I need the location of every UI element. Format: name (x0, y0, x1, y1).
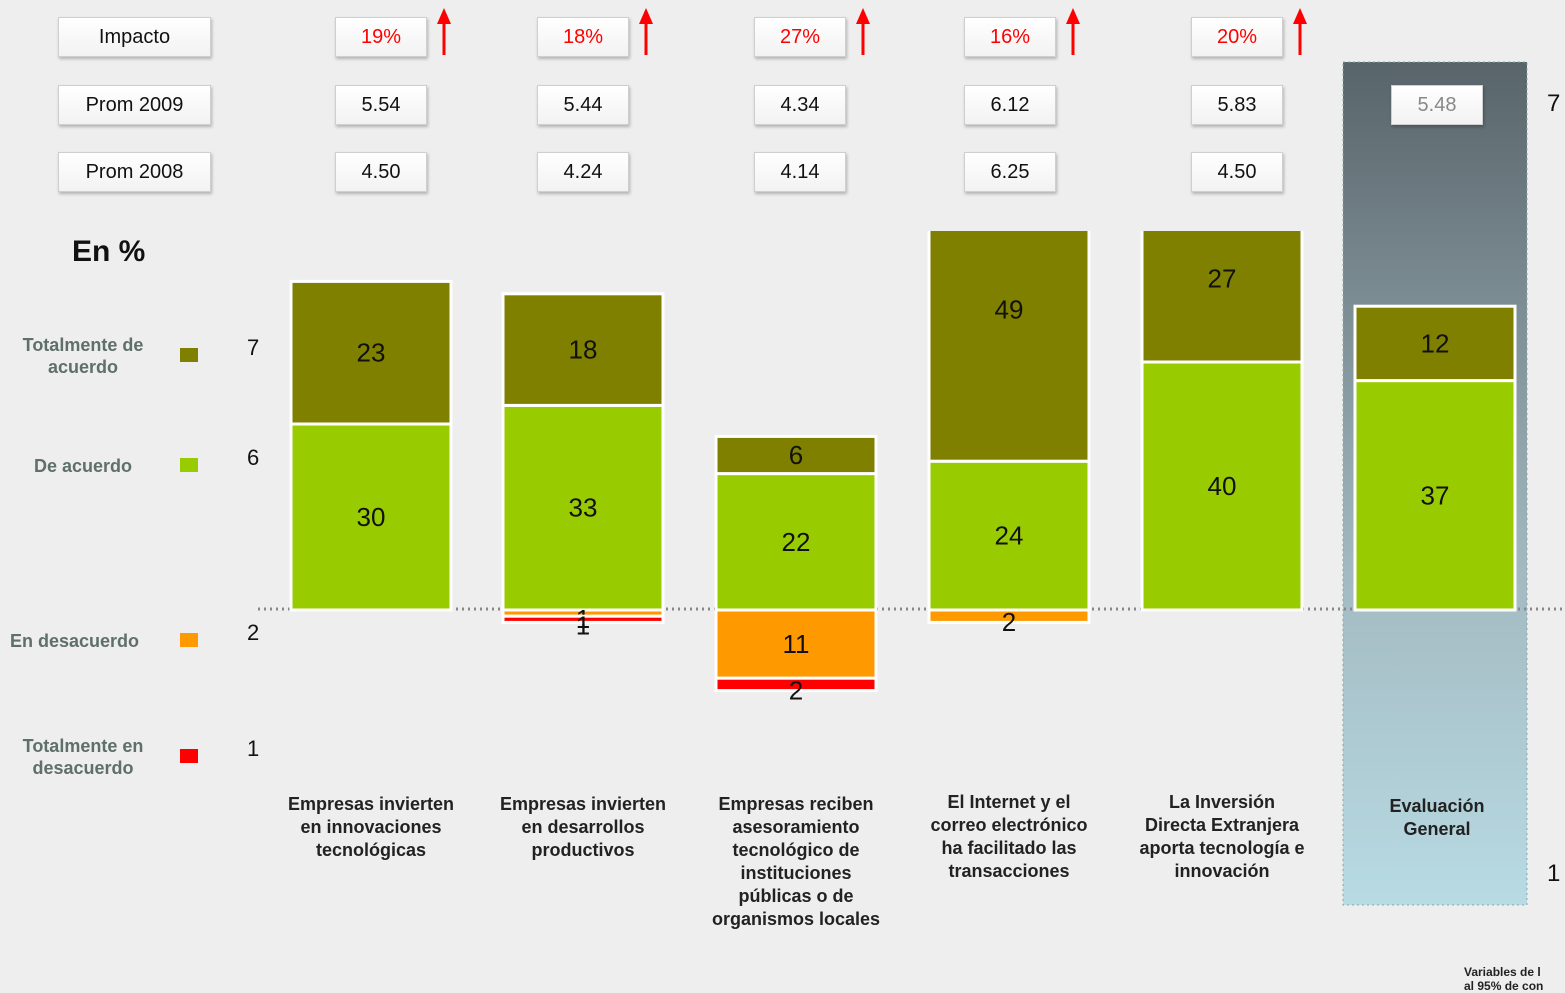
data-label: 11 (783, 629, 810, 659)
table-cell: 6.25 (964, 152, 1056, 192)
arrow-head (639, 8, 653, 24)
bar-segment (714, 434, 878, 476)
legend-swatch (180, 633, 198, 647)
table-cell: 18% (537, 17, 629, 57)
table-cell: 4.24 (537, 152, 629, 192)
data-label: 23 (357, 338, 386, 368)
data-label: 33 (569, 493, 598, 523)
table-cell: 4.50 (1191, 152, 1283, 192)
legend-label: Totalmente de acuerdo (22, 335, 144, 377)
category-label: El Internet y el correo electrónico ha f… (930, 792, 1088, 881)
legend-swatch (180, 749, 198, 763)
bar-segment (1140, 231, 1304, 364)
table-cell: 27% (754, 17, 846, 57)
arrow-head (437, 8, 451, 24)
scale-code: 2 (247, 620, 260, 645)
table-cell: 5.44 (537, 85, 629, 125)
bar-segment (927, 231, 1091, 463)
bar-segment (501, 292, 665, 407)
data-label: 18 (569, 335, 598, 365)
data-label: 27 (1208, 263, 1237, 293)
bar-segment (1353, 379, 1517, 612)
bar-segment (289, 422, 453, 612)
footnote: al 95% de con (1464, 979, 1544, 993)
arrow-head (1066, 8, 1080, 24)
data-label: 24 (995, 521, 1024, 551)
category-label: La Inversión Directa Extranjera aporta t… (1139, 792, 1305, 881)
data-label: 2 (1002, 607, 1016, 637)
legend-label: Totalmente en desacuerdo (22, 736, 144, 778)
table-cell: 5.54 (335, 85, 427, 125)
category-label: Empresas invierten en innovaciones tecno… (287, 794, 455, 860)
bar-segment (714, 608, 878, 680)
footnote: Variables de l (1464, 965, 1541, 979)
table-cell: 19% (335, 17, 427, 57)
data-label: 12 (1421, 328, 1450, 358)
category-label: Evaluación General (1389, 796, 1485, 839)
data-label: 22 (782, 527, 811, 557)
data-label: 2 (789, 675, 803, 705)
section-title: En % (72, 235, 146, 268)
data-label: 6 (789, 440, 803, 470)
table-cell: 6.12 (964, 85, 1056, 125)
bar-segment (1353, 304, 1517, 383)
table-cell: 4.50 (335, 152, 427, 192)
bar-segment (927, 608, 1091, 624)
legend-swatch (180, 458, 198, 472)
data-label: 37 (1421, 480, 1450, 510)
scale-code: 7 (247, 335, 260, 360)
bar-segment (714, 676, 878, 693)
scale-top: 7 (1547, 90, 1561, 117)
table-cell: 5.48 (1391, 85, 1483, 125)
scale-code: 1 (247, 736, 260, 761)
legend-swatch (180, 348, 198, 362)
data-label: 49 (995, 294, 1024, 324)
data-label: 1 (576, 610, 590, 640)
legend-label: En desacuerdo (10, 631, 140, 651)
arrow-head (856, 8, 870, 24)
bar-segment (1140, 360, 1304, 612)
category-label: Empresas reciben asesoramiento tecnológi… (711, 794, 881, 929)
bar-segment (501, 614, 665, 624)
bar-segment (501, 403, 665, 612)
arrow-head (1293, 8, 1307, 24)
bar-segment (714, 472, 878, 612)
category-label: Empresas invierten en desarrollos produc… (499, 794, 667, 860)
row-label: Prom 2009 (58, 85, 211, 125)
scale-bottom: 1 (1547, 860, 1561, 887)
legend-label: De acuerdo (33, 456, 133, 476)
scale-code: 6 (247, 445, 260, 470)
table-cell: 4.34 (754, 85, 846, 125)
data-label: 40 (1208, 471, 1237, 501)
bar-segment (289, 279, 453, 426)
table-cell: 16% (964, 17, 1056, 57)
arrows (437, 8, 1307, 55)
table-cell: 20% (1191, 17, 1283, 57)
table-cell: 4.14 (754, 152, 846, 192)
row-label: Prom 2008 (58, 152, 211, 192)
table-cell: 5.83 (1191, 85, 1283, 125)
row-label: Impacto (58, 17, 211, 57)
data-label: 30 (357, 502, 386, 532)
bar-segment (927, 459, 1091, 612)
